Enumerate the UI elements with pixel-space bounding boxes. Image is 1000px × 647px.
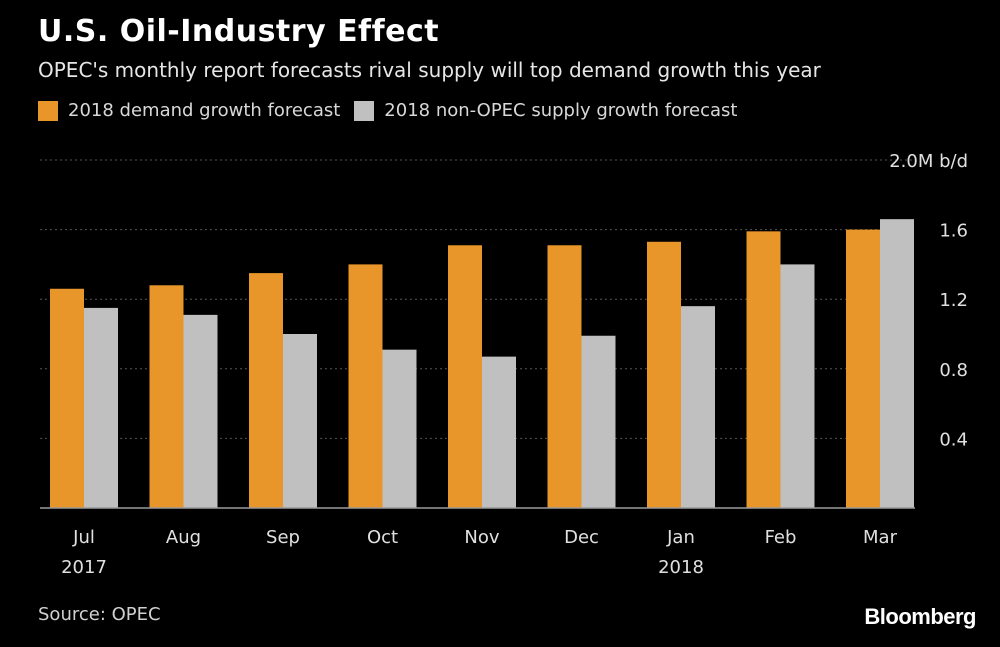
legend-label-supply: 2018 non-OPEC supply growth forecast bbox=[384, 100, 738, 121]
bar-demand bbox=[846, 229, 880, 508]
x-tick-label: Sep bbox=[266, 527, 300, 548]
bar-supply bbox=[283, 334, 317, 508]
bar-supply bbox=[880, 219, 914, 508]
bar-supply bbox=[681, 306, 715, 508]
x-tick-year-label: 2017 bbox=[61, 557, 107, 578]
x-tick-label: Dec bbox=[564, 527, 599, 548]
x-tick-label: Aug bbox=[166, 527, 201, 548]
bar-supply bbox=[183, 314, 218, 508]
bar-demand bbox=[647, 241, 681, 508]
source-note: Source: OPEC bbox=[38, 604, 161, 625]
legend-swatch-supply bbox=[354, 100, 375, 121]
bar-demand bbox=[50, 288, 84, 508]
bar-supply bbox=[780, 264, 815, 508]
legend-label-demand: 2018 demand growth forecast bbox=[68, 100, 341, 121]
y-tick-label: 0.8 bbox=[939, 360, 968, 381]
x-tick-label: Jul bbox=[72, 527, 95, 548]
x-tick-label: Nov bbox=[464, 527, 499, 548]
bar-demand bbox=[746, 231, 781, 508]
y-unit-label: 2.0M b/d bbox=[889, 151, 968, 172]
bar-demand bbox=[249, 273, 283, 508]
y-tick-label: 0.4 bbox=[939, 429, 968, 450]
y-tick-label: 1.2 bbox=[939, 290, 968, 311]
bloomberg-logo: Bloomberg bbox=[864, 604, 976, 629]
bar-supply bbox=[482, 356, 516, 508]
x-tick-label: Mar bbox=[863, 527, 898, 548]
bar-demand bbox=[149, 285, 184, 508]
chart-subtitle: OPEC's monthly report forecasts rival su… bbox=[38, 58, 821, 82]
x-tick-label: Jan bbox=[666, 527, 695, 548]
x-tick-label: Oct bbox=[367, 527, 398, 548]
bar-demand bbox=[448, 245, 482, 508]
legend: 2018 demand growth forecast 2018 non-OPE… bbox=[38, 100, 752, 121]
legend-swatch-demand bbox=[38, 100, 58, 121]
legend-item-demand: 2018 demand growth forecast bbox=[38, 100, 340, 121]
x-tick-label: Feb bbox=[765, 527, 797, 548]
x-tick-year-label: 2018 bbox=[658, 557, 704, 578]
bar-chart: 0.4 0.8 1.2 1.6 2.0M b/d Jul 2017 Aug Sep Oct Nov D… bbox=[40, 151, 968, 578]
y-tick-label: 1.6 bbox=[939, 221, 968, 242]
chart-title: U.S. Oil-Industry Effect bbox=[38, 14, 440, 49]
bar-supply bbox=[581, 335, 616, 508]
legend-item-supply: 2018 non-OPEC supply growth forecast bbox=[354, 100, 738, 121]
bar-demand bbox=[348, 264, 383, 508]
bar-supply bbox=[84, 307, 118, 508]
bar-demand bbox=[547, 245, 582, 508]
bar-supply bbox=[382, 349, 417, 508]
